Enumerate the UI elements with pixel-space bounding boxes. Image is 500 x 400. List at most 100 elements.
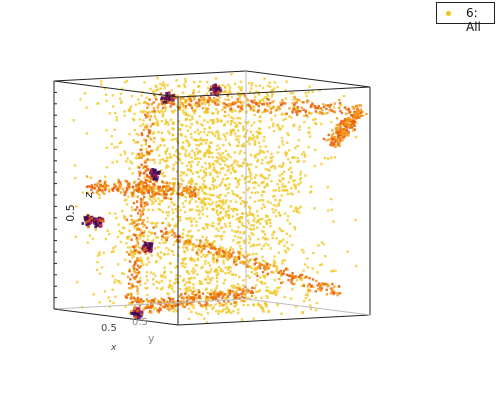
scatter-point <box>213 99 216 103</box>
scatter-point <box>296 157 299 160</box>
scatter-point <box>173 232 176 235</box>
scatter-point <box>348 126 352 129</box>
scatter-point <box>187 154 191 158</box>
scatter-point <box>309 185 313 188</box>
scatter-point <box>320 122 323 126</box>
scatter-point <box>185 118 188 121</box>
scatter-point <box>264 156 267 159</box>
scatter-point <box>214 288 217 292</box>
scatter-point <box>194 200 198 203</box>
scatter-point <box>347 108 350 112</box>
cluster-point <box>96 218 100 222</box>
scatter-point <box>255 165 258 169</box>
scatter-point <box>181 123 184 127</box>
scatter-point <box>242 255 246 258</box>
scatter-point <box>123 152 127 155</box>
scatter-point <box>163 174 166 178</box>
scatter-point <box>171 109 174 113</box>
scatter-point <box>162 171 165 175</box>
scatter-point <box>131 282 134 286</box>
scatter-point <box>172 177 175 180</box>
scatter-point <box>156 309 159 312</box>
scatter-point <box>265 273 268 277</box>
scatter-point <box>138 166 141 169</box>
scatter-point <box>146 134 149 138</box>
scatter-point <box>242 279 245 282</box>
scatter-point <box>335 140 339 143</box>
scatter-point <box>163 236 166 239</box>
scatter-point <box>268 126 271 129</box>
scatter-point <box>201 292 205 295</box>
scatter-point <box>171 297 175 301</box>
cluster-point <box>94 225 97 229</box>
scatter-point <box>119 282 122 285</box>
scatter-point <box>276 105 279 109</box>
scatter-point <box>286 192 290 196</box>
cluster-point <box>139 310 142 314</box>
cluster-point <box>148 242 152 246</box>
scatter-point <box>145 189 149 192</box>
scatter-point <box>218 248 222 251</box>
scatter-point <box>256 110 260 113</box>
scatter-point <box>193 294 196 297</box>
scatter-point <box>196 273 199 276</box>
scatter-point <box>104 182 107 185</box>
scatter-point <box>214 290 217 294</box>
scatter-point <box>108 212 112 215</box>
scatter-point <box>184 111 188 114</box>
scatter-point <box>178 84 181 88</box>
scatter-point <box>138 303 142 307</box>
scatter-point <box>269 201 272 205</box>
scatter-point <box>234 82 237 85</box>
scatter-point <box>119 181 122 184</box>
scatter-point <box>274 198 277 202</box>
scatter-point <box>309 191 312 194</box>
scatter-point <box>281 143 285 146</box>
scatter-point <box>266 296 269 299</box>
scatter-point <box>91 186 94 189</box>
scatter-point <box>182 278 186 281</box>
scatter-point <box>274 109 278 112</box>
scatter-point <box>335 117 339 120</box>
scatter-point <box>149 232 153 235</box>
points-layer <box>72 73 368 324</box>
scatter-point <box>282 269 286 273</box>
scatter-point <box>237 236 240 239</box>
scatter-point <box>154 96 157 99</box>
scatter-point <box>214 77 218 80</box>
scatter-point <box>295 98 298 101</box>
scatter-point <box>282 161 285 165</box>
cluster-point <box>165 92 168 95</box>
scatter-point <box>165 184 169 187</box>
scatter-point <box>153 190 156 193</box>
scatter-point <box>136 212 140 215</box>
scatter-point <box>242 239 245 242</box>
cluster-point <box>95 223 99 227</box>
scatter-point <box>197 161 200 164</box>
scatter-point <box>271 207 274 211</box>
scatter-point <box>144 179 147 182</box>
scatter-point <box>178 157 181 160</box>
scatter-point <box>198 85 201 88</box>
scatter-point <box>235 100 238 103</box>
scatter-point <box>206 291 210 295</box>
scatter-point <box>215 156 219 159</box>
scatter-point <box>136 189 139 192</box>
scatter-point <box>126 182 129 185</box>
scatter-point <box>338 102 342 105</box>
scatter-point <box>201 177 204 180</box>
scatter-point <box>171 285 174 288</box>
scatter-point <box>316 284 319 287</box>
scatter-point <box>265 305 268 308</box>
scatter-point <box>281 259 284 263</box>
scatter-point <box>341 136 344 140</box>
scatter-point <box>156 252 159 255</box>
scatter-point <box>101 191 104 194</box>
scatter-point <box>188 285 191 289</box>
scatter-point <box>214 296 218 299</box>
scatter-point <box>331 282 334 286</box>
scatter-point <box>162 241 165 244</box>
scatter-point <box>146 305 149 308</box>
scatter-point <box>244 292 247 295</box>
